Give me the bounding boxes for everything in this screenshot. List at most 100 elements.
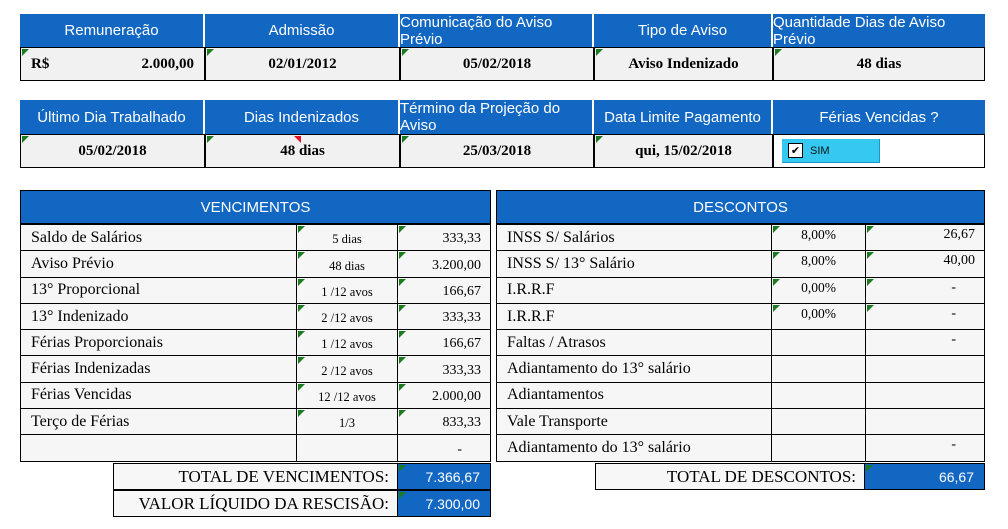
table-row: INSS S/ 13° Salário 8,00% 40,00 [497, 250, 984, 277]
venc-label: Saldo de Salários [21, 225, 296, 251]
venc-label [21, 435, 296, 461]
desc-pct [771, 435, 865, 461]
total-vencimentos-label: TOTAL DE VENCIMENTOS: [113, 463, 398, 490]
total-descontos-value: 66,67 [865, 463, 985, 490]
formula-marker-icon [773, 304, 780, 312]
desc-value: 40,00 [865, 251, 984, 277]
formula-marker-icon [399, 492, 406, 499]
formula-marker-icon [402, 49, 409, 56]
header-qtd-dias-aviso: Quantidade Dias de Aviso Prévio [773, 14, 985, 48]
venc-qty: 2 /12 avos [296, 303, 397, 330]
table-row: Férias Vencidas 12 /12 avos 2.000,00 [21, 381, 490, 409]
venc-label: Férias Proporcionais [21, 330, 296, 356]
formula-marker-icon [298, 226, 305, 233]
descontos-table: DESCONTOS INSS S/ Salários 8,00% 26,67 I… [496, 190, 985, 462]
desc-pct: 8,00% [771, 225, 865, 251]
formula-marker-icon [298, 383, 305, 391]
desc-pct [771, 382, 865, 409]
venc-qty [296, 435, 397, 461]
desc-label: Vale Transporte [497, 409, 771, 435]
desc-pct [771, 330, 865, 356]
venc-qty: 1 /12 avos [296, 277, 397, 303]
desc-pct: 0,00% [771, 303, 865, 330]
formula-marker-icon [298, 278, 305, 286]
comunicacao-aviso-cell[interactable]: 05/02/2018 [401, 48, 593, 80]
header-remuneracao: Remuneração [20, 14, 203, 47]
qtd-dias-aviso-cell[interactable]: 48 dias [774, 48, 984, 80]
total-descontos-label: TOTAL DE DESCONTOS: [595, 463, 865, 490]
currency-symbol: R$ [31, 55, 50, 72]
venc-label: Terço de Férias [21, 409, 296, 435]
ultimo-dia-value: 05/02/2018 [78, 142, 147, 159]
header-dias-indenizados: Dias Indenizados [205, 100, 398, 134]
header-ultimo-dia: Último Dia Trabalhado [20, 100, 203, 134]
formula-marker-icon [866, 465, 873, 472]
admissao-cell[interactable]: 02/01/2012 [206, 48, 399, 80]
data-limite-cell[interactable]: qui, 15/02/2018 [595, 135, 772, 167]
desc-value: - [865, 303, 984, 330]
valor-liquido-label: VALOR LÍQUIDO DA RESCISÃO: [113, 490, 398, 517]
formula-marker-icon [298, 252, 305, 260]
desc-label: I.R.R.F [497, 303, 771, 330]
desc-pct [771, 356, 865, 382]
ferias-vencidas-cell: ✔ SIM [774, 135, 984, 167]
dias-indenizados-cell[interactable]: 48 dias [206, 135, 399, 167]
venc-value: 3.200,00 [397, 251, 490, 277]
venc-value: 2.000,00 [397, 382, 490, 409]
remuneracao-cell[interactable]: R$ 2.000,00 [21, 48, 204, 80]
formula-marker-icon [298, 304, 305, 312]
header-data-limite: Data Limite Pagamento [594, 100, 771, 134]
band-contract-info: Remuneração Admissão Comunicação do Avis… [20, 14, 985, 81]
ultimo-dia-cell[interactable]: 05/02/2018 [21, 135, 204, 167]
venc-value: 166,67 [397, 330, 490, 356]
formula-marker-icon [298, 331, 305, 339]
venc-label: Férias Indenizadas [21, 356, 296, 382]
venc-value: 333,33 [397, 303, 490, 330]
venc-value: 833,33 [397, 409, 490, 435]
formula-marker-icon [298, 410, 305, 418]
venc-qty: 1 /12 avos [296, 330, 397, 356]
formula-marker-icon [399, 357, 406, 365]
desc-pct: 0,00% [771, 277, 865, 303]
formula-marker-icon [773, 226, 780, 233]
checkbox-check-icon[interactable]: ✔ [788, 143, 803, 158]
venc-label: Aviso Prévio [21, 251, 296, 277]
formula-marker-icon [402, 136, 409, 143]
table-row: Vale Transporte [497, 408, 984, 435]
formula-marker-icon [399, 383, 406, 391]
desc-label: Adiantamento do 13° salário [497, 356, 771, 382]
total-vencimentos-row: TOTAL DE VENCIMENTOS: 7.366,67 [113, 463, 491, 490]
venc-label: Férias Vencidas [21, 382, 296, 409]
tipo-aviso-value: Aviso Indenizado [628, 55, 739, 72]
termino-projecao-value: 25/03/2018 [462, 142, 532, 159]
table-row: Adiantamentos [497, 381, 984, 409]
formula-marker-icon [22, 49, 29, 56]
header-ferias-vencidas: Férias Vencidas ? [773, 100, 985, 134]
formula-marker-icon [399, 304, 406, 312]
venc-value: 333,33 [397, 225, 490, 251]
desc-value: 26,67 [865, 225, 984, 251]
admissao-value: 02/01/2012 [268, 55, 337, 72]
venc-value: 166,67 [397, 277, 490, 303]
table-row: Aviso Prévio 48 dias 3.200,00 [21, 250, 490, 277]
formula-marker-icon [775, 49, 782, 56]
formula-marker-icon [867, 226, 874, 233]
band2-header-row: Último Dia Trabalhado Dias Indenizados T… [20, 100, 985, 134]
desc-value [865, 382, 984, 409]
termino-projecao-cell[interactable]: 25/03/2018 [401, 135, 593, 167]
desc-label: INSS S/ Salários [497, 225, 771, 251]
total-vencimentos-value: 7.366,67 [398, 463, 491, 490]
table-row: Faltas / Atrasos - [497, 329, 984, 356]
data-limite-value: qui, 15/02/2018 [635, 142, 732, 159]
remuneracao-value: 2.000,00 [141, 55, 195, 72]
header-admissao: Admissão [205, 14, 398, 47]
venc-qty: 1/3 [296, 409, 397, 435]
formula-marker-icon [867, 278, 874, 286]
formula-marker-icon [399, 465, 406, 472]
ferias-vencidas-checkbox[interactable]: ✔ SIM [782, 139, 880, 163]
desc-pct: 8,00% [771, 251, 865, 277]
tipo-aviso-cell[interactable]: Aviso Indenizado [595, 48, 772, 80]
total-descontos-row: TOTAL DE DESCONTOS: 66,67 [595, 463, 985, 490]
formula-marker-icon [596, 136, 603, 143]
formula-marker-icon [773, 252, 780, 260]
